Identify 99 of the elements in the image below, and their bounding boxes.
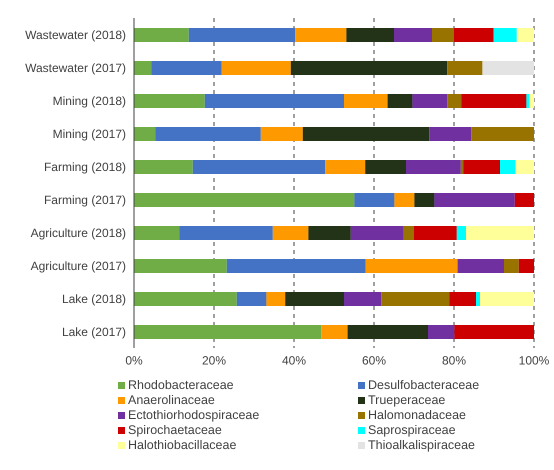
y-tick-label: Wastewater (2017) xyxy=(25,60,126,75)
bar xyxy=(226,259,366,273)
bar xyxy=(236,292,266,306)
legend-label: Trueperaceae xyxy=(368,393,446,408)
bar xyxy=(134,127,156,141)
legend-label: Saprospiraceae xyxy=(368,423,456,438)
bar xyxy=(428,325,454,339)
bar xyxy=(494,28,517,42)
bar xyxy=(134,226,180,240)
legend-label: Spirochaetaceae xyxy=(128,423,222,438)
bar xyxy=(134,94,205,108)
bar xyxy=(134,61,152,75)
y-tick-label: Wastewater (2018) xyxy=(25,28,126,42)
x-tick-label: 40% xyxy=(282,354,306,368)
bar xyxy=(500,160,516,174)
bar xyxy=(354,193,394,207)
bar xyxy=(447,61,482,75)
bar xyxy=(285,292,344,306)
bar xyxy=(290,61,448,75)
bar xyxy=(344,292,382,306)
bar xyxy=(476,292,480,306)
x-tick-label: 100% xyxy=(518,354,550,368)
legend-label: Ectothiorhodospiraceae xyxy=(128,408,260,423)
bar xyxy=(466,226,534,240)
y-tick-label: Lake (2017) xyxy=(62,324,126,339)
legend-label: Desulfobacteraceae xyxy=(368,378,480,393)
y-tick-label: Mining (2017) xyxy=(52,126,126,141)
bar xyxy=(302,127,430,141)
x-tick-label: 80% xyxy=(442,354,466,368)
bar xyxy=(526,94,530,108)
bar xyxy=(155,127,261,141)
bar xyxy=(504,259,519,273)
bar xyxy=(518,259,534,273)
bar xyxy=(530,94,534,108)
bar xyxy=(366,259,458,273)
bar xyxy=(348,325,428,339)
x-tick-label: 60% xyxy=(362,354,386,368)
y-tick-label: Lake (2018) xyxy=(62,292,126,306)
bar xyxy=(434,193,515,207)
bar xyxy=(272,226,308,240)
bar xyxy=(456,226,466,240)
bar xyxy=(222,61,291,75)
bar xyxy=(480,292,534,306)
bar xyxy=(516,28,534,42)
bar xyxy=(414,193,434,207)
bar xyxy=(266,292,286,306)
bar xyxy=(412,94,448,108)
y-tick-label: Mining (2018) xyxy=(52,94,126,108)
bar xyxy=(388,94,412,108)
bar xyxy=(449,292,476,306)
bar xyxy=(471,127,534,141)
bar xyxy=(192,160,326,174)
bar xyxy=(295,28,346,42)
bar xyxy=(463,160,500,174)
bar xyxy=(381,292,450,306)
legend-label: Anaerolinaceae xyxy=(128,393,215,408)
bar xyxy=(350,226,404,240)
bar xyxy=(394,193,414,207)
bar xyxy=(454,28,494,42)
x-tick-label: 20% xyxy=(202,354,226,368)
bar xyxy=(344,94,388,108)
x-tick-label: 0% xyxy=(125,354,143,368)
bar xyxy=(365,160,406,174)
bar xyxy=(260,127,303,141)
bar xyxy=(179,226,273,240)
bar xyxy=(325,160,366,174)
bar xyxy=(134,259,227,273)
bar xyxy=(461,94,526,108)
legend-label: Rhodobacteraceae xyxy=(128,378,234,393)
bar xyxy=(404,226,414,240)
bar xyxy=(308,226,351,240)
y-tick-label: Agriculture (2018) xyxy=(30,226,126,240)
legend-label: Halothiobacillaceae xyxy=(128,438,236,453)
y-tick-label: Farming (2018) xyxy=(44,160,126,174)
bar xyxy=(204,94,344,108)
bar xyxy=(134,193,354,207)
legend-label: Halomonadaceae xyxy=(368,408,466,423)
bar xyxy=(514,193,534,207)
bar xyxy=(134,325,322,339)
bar xyxy=(429,127,472,141)
bar xyxy=(454,325,534,339)
bar xyxy=(188,28,296,42)
bar xyxy=(321,325,348,339)
y-tick-label: Agriculture (2017) xyxy=(30,258,126,273)
bar xyxy=(346,28,394,42)
y-tick-label: Farming (2017) xyxy=(44,192,126,207)
bar xyxy=(516,160,534,174)
bar xyxy=(134,160,193,174)
bar xyxy=(458,259,504,273)
bar xyxy=(151,61,222,75)
bar xyxy=(447,94,462,108)
bar xyxy=(134,28,189,42)
bar xyxy=(406,160,461,174)
bar xyxy=(134,292,237,306)
bar xyxy=(482,61,534,75)
legend-label: Thioalkalispiraceae xyxy=(368,438,476,453)
bar xyxy=(414,226,457,240)
bar xyxy=(432,28,454,42)
bar xyxy=(394,28,432,42)
